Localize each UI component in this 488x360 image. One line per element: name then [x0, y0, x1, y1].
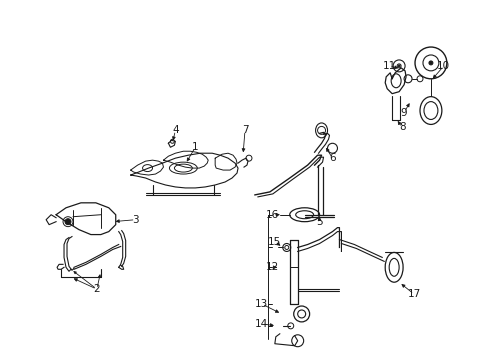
Text: 15: 15: [267, 237, 281, 247]
Circle shape: [397, 65, 399, 67]
Text: 13: 13: [255, 299, 268, 309]
Text: 16: 16: [265, 210, 279, 220]
Text: 3: 3: [132, 215, 139, 225]
Circle shape: [65, 219, 71, 225]
Text: 1: 1: [192, 142, 198, 152]
Text: 17: 17: [407, 289, 420, 299]
Text: 6: 6: [328, 153, 335, 163]
Circle shape: [428, 61, 432, 65]
Text: 10: 10: [436, 61, 449, 71]
Text: 5: 5: [316, 217, 322, 227]
Text: 2: 2: [93, 284, 100, 294]
Text: 11: 11: [382, 61, 395, 71]
Text: 7: 7: [241, 125, 248, 135]
Text: 4: 4: [172, 125, 178, 135]
Text: 14: 14: [255, 319, 268, 329]
Text: 12: 12: [265, 262, 279, 272]
Text: 8: 8: [398, 122, 405, 132]
Text: 9: 9: [400, 108, 407, 117]
